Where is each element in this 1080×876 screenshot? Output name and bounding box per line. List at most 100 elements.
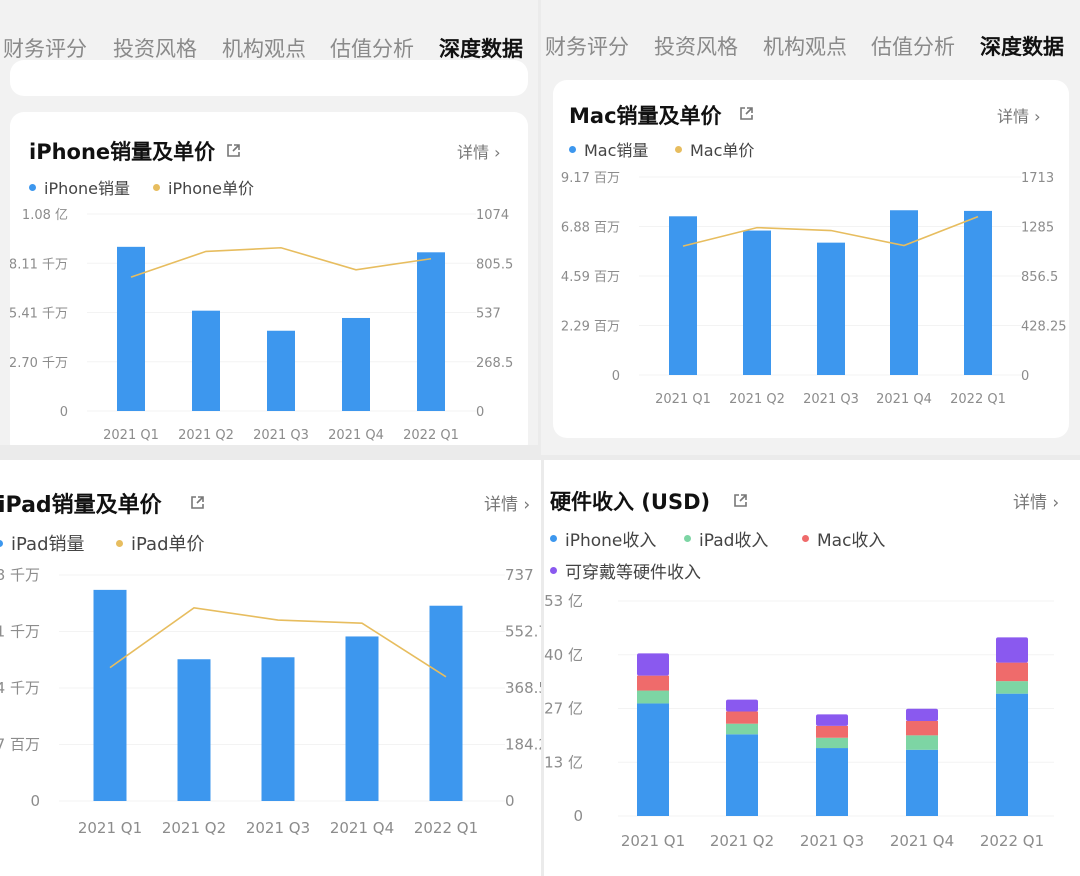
legend-item[interactable]: Mac单价 — [675, 137, 754, 161]
tab-institution[interactable]: 机构观点 — [222, 37, 306, 61]
bar — [192, 310, 220, 411]
bar — [93, 589, 127, 801]
bar — [342, 317, 370, 411]
tab-valuation[interactable]: 估值分析 — [871, 35, 955, 59]
y-tick-label: 0 — [612, 369, 620, 384]
tab-style[interactable]: 投资风格 — [113, 37, 197, 61]
legend-item[interactable]: iPhone收入 — [550, 526, 656, 551]
bar — [261, 657, 295, 801]
y2-tick-label: 1285 — [1021, 221, 1054, 236]
tab-financial[interactable]: 财务评分 — [3, 37, 87, 61]
legend-item[interactable]: iPhone单价 — [153, 175, 254, 199]
bar-segment — [726, 711, 758, 724]
bar — [890, 210, 918, 375]
bar — [669, 216, 697, 375]
bar-segment — [637, 690, 669, 704]
price-line — [682, 215, 979, 247]
legend-item[interactable]: iPad收入 — [684, 526, 768, 551]
y2-tick-label: 268.5 — [476, 356, 513, 371]
price-line — [109, 606, 447, 678]
legend-item[interactable]: Mac收入 — [802, 526, 885, 551]
external-link-icon[interactable] — [226, 143, 241, 158]
price-line — [130, 246, 432, 278]
x-tick-label: 2022 Q1 — [950, 392, 1006, 407]
external-link-icon[interactable] — [739, 106, 754, 121]
bar-segment — [996, 693, 1028, 816]
bar-segment — [996, 637, 1028, 663]
mac-chart: 0 2.29 百万 4.59 百万 6.88 百万 9.17 百万 0 428.25 856.… — [561, 171, 1067, 407]
y-tick-label: 0 — [60, 405, 68, 420]
y2-tick-label: 0 — [476, 405, 484, 420]
external-link-icon[interactable] — [733, 493, 748, 508]
x-tick-label: 2021 Q1 — [103, 428, 159, 443]
bar — [267, 330, 295, 411]
bar — [117, 246, 145, 411]
legend-dot — [569, 145, 576, 153]
y-tick-label: 313 亿 — [544, 753, 583, 771]
tab-institution[interactable]: 机构观点 — [763, 35, 847, 59]
y-tick-label: 627 亿 — [544, 700, 583, 718]
y2-tick-label: 428.25 — [1021, 320, 1067, 335]
y-tick-label: .71 千万 — [0, 623, 40, 641]
bar-segment — [996, 662, 1028, 682]
y2-tick-label: 805.5 — [476, 257, 513, 272]
panel-mac: 财务评分 投资风格 机构观点 估值分析 深度数据 Mac销量及单价 详情 › M… — [541, 0, 1080, 455]
x-tick-label: 2021 Q2 — [178, 428, 234, 443]
bar-segment — [816, 714, 848, 726]
y-tick-label: 940 亿 — [544, 646, 583, 664]
x-tick-label: 2022 Q1 — [403, 428, 459, 443]
tab-valuation[interactable]: 估值分析 — [330, 37, 414, 61]
bar — [817, 242, 845, 375]
y2-tick-label: 368.5 — [505, 679, 541, 697]
chart-title: iPhone销量及单价 — [29, 140, 216, 164]
bar — [743, 230, 771, 375]
y2-tick-label: 856.5 — [1021, 270, 1058, 285]
legend-item[interactable]: iPad单价 — [116, 530, 205, 556]
tab-style[interactable]: 投资风格 — [654, 35, 738, 59]
tab-financial[interactable]: 财务评分 — [545, 35, 629, 59]
x-tick-label: 2021 Q3 — [800, 832, 864, 850]
ipad-chart: 0 5.7 百万 .14 千万 .71 千万 2.28 千万 0 184.25 368.5 55… — [0, 566, 541, 837]
legend-dot — [0, 539, 3, 547]
y-tick-label: 8.11 千万 — [10, 257, 68, 272]
y-tick-label: 5.41 千万 — [10, 307, 68, 322]
legend-item[interactable]: iPad销量 — [0, 530, 85, 556]
legend-dot — [29, 183, 36, 191]
y2-tick-label: 537 — [476, 307, 501, 322]
legend-item[interactable]: 可穿戴等硬件收入 — [550, 558, 701, 583]
y2-tick-label: 1713 — [1021, 171, 1054, 186]
x-tick-label: 2021 Q4 — [890, 832, 954, 850]
legend-item[interactable]: iPhone销量 — [29, 175, 130, 199]
legend-dot — [116, 539, 123, 547]
y2-tick-label: 0 — [1021, 369, 1029, 384]
bar-segment — [816, 725, 848, 738]
bar-segment — [906, 735, 938, 750]
detail-link[interactable]: 详情 › — [484, 495, 531, 515]
legend-dot — [684, 535, 691, 542]
y2-tick-label: 737 — [505, 566, 534, 584]
bar-segment — [996, 681, 1028, 694]
chart-title: iPad销量及单价 — [0, 493, 162, 518]
x-tick-label: 2021 Q3 — [803, 392, 859, 407]
tab-bar: 财务评分 投资风格 机构观点 估值分析 深度数据 — [0, 0, 538, 80]
bar-segment — [637, 653, 669, 676]
y-tick-label: 1.08 亿 — [22, 208, 68, 223]
bar-segment — [906, 708, 938, 721]
external-link-icon[interactable] — [190, 495, 205, 510]
bar-segment — [906, 749, 938, 816]
y-tick-label: 2.29 百万 — [561, 320, 620, 335]
x-tick-label: 2021 Q1 — [78, 819, 142, 837]
chart-title: Mac销量及单价 — [569, 104, 722, 128]
tab-deep-data[interactable]: 深度数据 — [439, 37, 523, 61]
legend-item[interactable]: Mac销量 — [569, 137, 648, 161]
y2-tick-label: 0 — [505, 792, 515, 810]
detail-link[interactable]: 详情 › — [457, 143, 501, 162]
bar — [964, 210, 992, 375]
tab-deep-data[interactable]: 深度数据 — [980, 35, 1064, 59]
legend-dot — [153, 183, 160, 191]
detail-link[interactable]: 详情 › — [1013, 493, 1060, 513]
detail-link[interactable]: 详情 › — [997, 107, 1041, 126]
y-tick-label: 6.88 百万 — [561, 221, 620, 236]
bar-segment — [726, 699, 758, 712]
previous-card — [10, 60, 528, 96]
